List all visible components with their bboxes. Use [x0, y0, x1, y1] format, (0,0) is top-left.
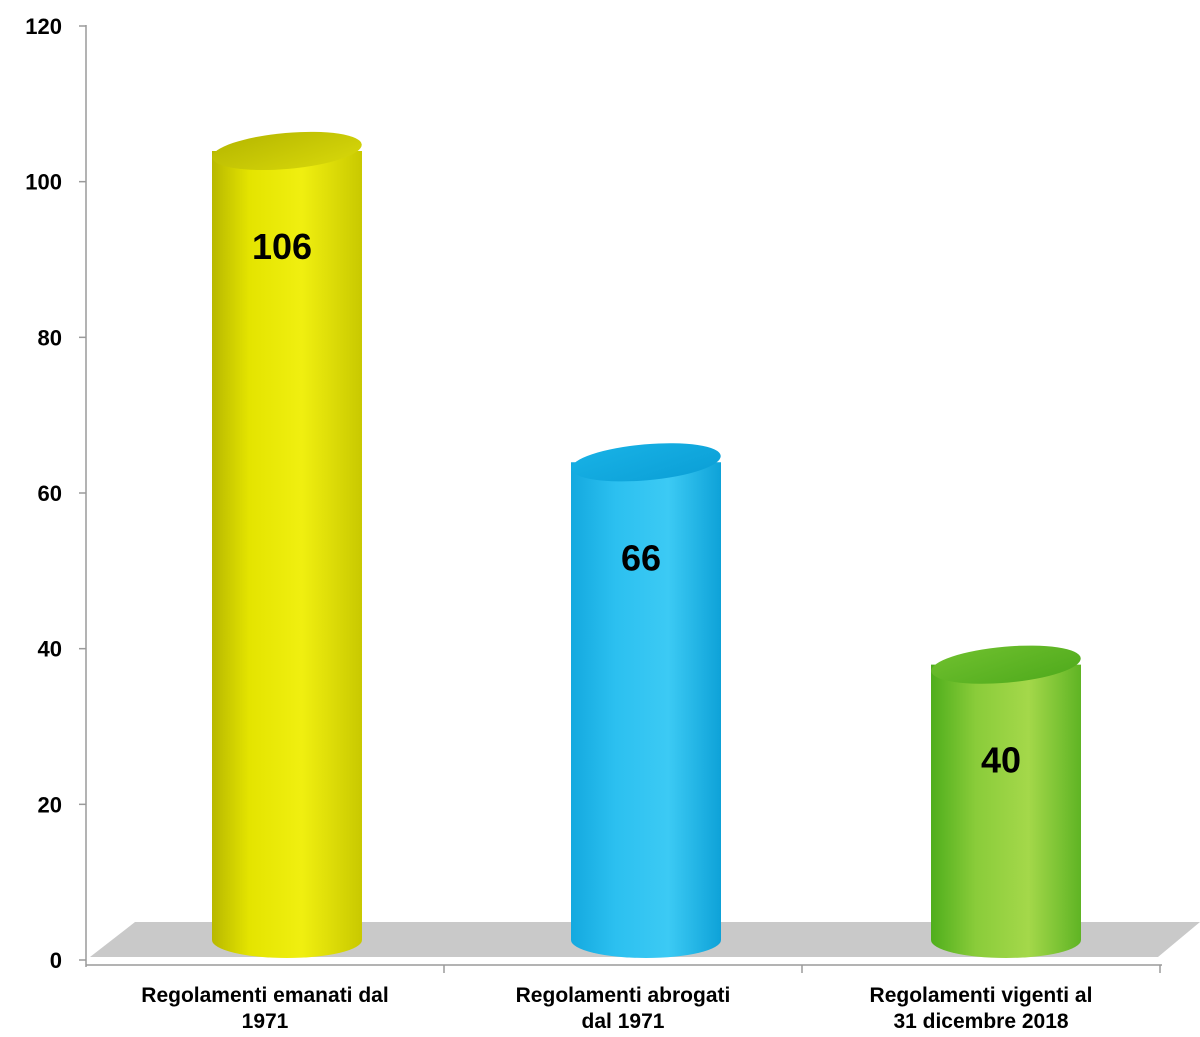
bar-body [571, 462, 721, 958]
bar-top [571, 443, 721, 482]
y-tick-label: 0 [50, 948, 62, 973]
category-labels: Regolamenti emanati dal 1971 Regolamenti a… [141, 984, 1092, 1033]
y-tick-label: 60 [38, 481, 62, 506]
data-labels: 106 66 40 [252, 226, 1021, 781]
category-label: Regolamenti vigenti al [870, 984, 1093, 1007]
bar-body [931, 664, 1081, 958]
data-label: 106 [252, 226, 312, 267]
y-tick-label: 20 [38, 792, 62, 817]
category-label: 31 dicembre 2018 [893, 1010, 1068, 1033]
category-label: Regolamenti emanati dal [141, 984, 388, 1007]
y-tick-label: 100 [25, 170, 62, 195]
bar [931, 645, 1081, 958]
bar-top [212, 131, 362, 171]
y-tick-label: 80 [38, 325, 62, 350]
y-tick-label: 120 [25, 14, 62, 39]
bar-top [931, 645, 1081, 684]
y-tick-label: 40 [38, 637, 62, 662]
bar-body [212, 150, 362, 958]
bar [571, 443, 721, 958]
y-axis-ticks: 0 20 40 60 80 100 120 [25, 14, 86, 973]
data-label: 40 [981, 740, 1021, 781]
category-label: Regolamenti abrogati [516, 984, 731, 1007]
x-axis-ticks [443, 965, 1161, 973]
category-label: dal 1971 [582, 1010, 665, 1033]
data-label: 66 [621, 537, 661, 578]
bar-series [212, 131, 1081, 958]
category-label: 1971 [242, 1010, 289, 1033]
bar [212, 131, 362, 958]
